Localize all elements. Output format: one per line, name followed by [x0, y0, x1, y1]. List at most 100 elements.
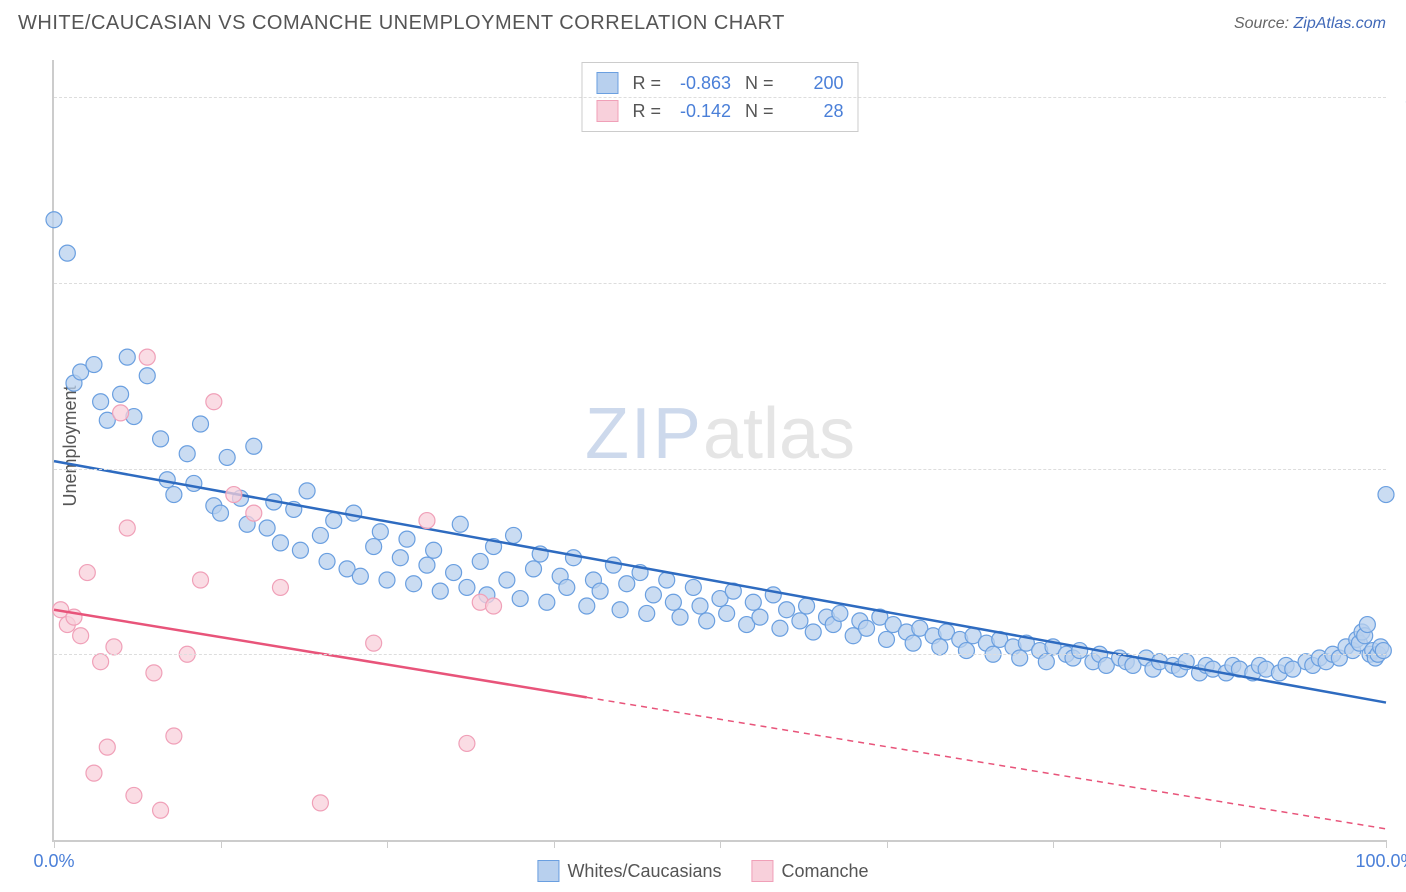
- xtick: [387, 840, 388, 848]
- data-point: [526, 561, 542, 577]
- data-point: [905, 635, 921, 651]
- data-point: [93, 394, 109, 410]
- bottom-legend: Whites/Caucasians Comanche: [537, 860, 868, 882]
- legend-swatch-series1: [537, 860, 559, 882]
- data-point: [79, 565, 95, 581]
- data-point: [139, 368, 155, 384]
- data-point: [352, 568, 368, 584]
- swatch-series2: [596, 100, 618, 122]
- ytick-label: 20.0%: [1396, 87, 1406, 108]
- data-point: [779, 602, 795, 618]
- legend-swatch-series2: [752, 860, 774, 882]
- data-point: [166, 487, 182, 503]
- data-point: [299, 483, 315, 499]
- data-point: [153, 802, 169, 818]
- data-point: [565, 550, 581, 566]
- data-point: [579, 598, 595, 614]
- stats-row-series1: R = -0.863 N = 200: [596, 69, 843, 97]
- gridline: [54, 654, 1386, 655]
- data-point: [958, 643, 974, 659]
- data-point: [605, 557, 621, 573]
- stat-r-label: R =: [632, 69, 661, 97]
- data-point: [113, 405, 129, 421]
- data-point: [1038, 654, 1054, 670]
- scatter-plot-svg: [54, 60, 1386, 840]
- data-point: [106, 639, 122, 655]
- chart-plot-area: ZIPatlas R = -0.863 N = 200 R = -0.142 N…: [52, 60, 1386, 842]
- data-point: [772, 620, 788, 636]
- data-point: [459, 579, 475, 595]
- data-point: [206, 394, 222, 410]
- data-point: [272, 535, 288, 551]
- data-point: [166, 728, 182, 744]
- data-point: [446, 565, 462, 581]
- gridline: [54, 283, 1386, 284]
- data-point: [539, 594, 555, 610]
- stats-row-series2: R = -0.142 N = 28: [596, 97, 843, 125]
- stat-n-value-2: 28: [784, 97, 844, 125]
- data-point: [799, 598, 815, 614]
- data-point: [619, 576, 635, 592]
- data-point: [272, 579, 288, 595]
- data-point: [506, 527, 522, 543]
- data-point: [486, 598, 502, 614]
- data-point: [73, 628, 89, 644]
- data-point: [645, 587, 661, 603]
- data-point: [459, 735, 475, 751]
- legend-label-series2: Comanche: [782, 861, 869, 882]
- stat-n-label: N =: [745, 97, 774, 125]
- legend-label-series1: Whites/Caucasians: [567, 861, 721, 882]
- data-point: [559, 579, 575, 595]
- data-point: [219, 449, 235, 465]
- data-point: [406, 576, 422, 592]
- xtick-label-left: 0.0%: [33, 851, 74, 872]
- data-point: [792, 613, 808, 629]
- data-point: [213, 505, 229, 521]
- data-point: [432, 583, 448, 599]
- stat-n-label: N =: [745, 69, 774, 97]
- data-point: [426, 542, 442, 558]
- data-point: [46, 212, 62, 228]
- data-point: [719, 605, 735, 621]
- data-point: [699, 613, 715, 629]
- data-point: [93, 654, 109, 670]
- data-point: [859, 620, 875, 636]
- data-point: [292, 542, 308, 558]
- data-point: [399, 531, 415, 547]
- xtick-label-right: 100.0%: [1355, 851, 1406, 872]
- xtick: [887, 840, 888, 848]
- data-point: [419, 513, 435, 529]
- data-point: [179, 446, 195, 462]
- xtick: [1053, 840, 1054, 848]
- stat-n-value-1: 200: [784, 69, 844, 97]
- data-point: [612, 602, 628, 618]
- data-point: [366, 635, 382, 651]
- data-point: [752, 609, 768, 625]
- data-point: [419, 557, 435, 573]
- data-point: [1359, 617, 1375, 633]
- data-point: [86, 357, 102, 373]
- xtick: [1220, 840, 1221, 848]
- data-point: [685, 579, 701, 595]
- data-point: [259, 520, 275, 536]
- data-point: [193, 416, 209, 432]
- data-point: [193, 572, 209, 588]
- xtick: [1386, 840, 1387, 848]
- data-point: [1012, 650, 1028, 666]
- chart-title: WHITE/CAUCASIAN VS COMANCHE UNEMPLOYMENT…: [18, 12, 785, 35]
- ytick-label: 5.0%: [1396, 644, 1406, 665]
- trend-line: [54, 461, 1386, 702]
- data-point: [119, 349, 135, 365]
- legend-item-series2: Comanche: [752, 860, 869, 882]
- data-point: [499, 572, 515, 588]
- data-point: [126, 787, 142, 803]
- source-link[interactable]: ZipAtlas.com: [1294, 15, 1386, 32]
- data-point: [312, 795, 328, 811]
- data-point: [246, 505, 262, 521]
- ytick-label: 15.0%: [1396, 272, 1406, 293]
- data-point: [592, 583, 608, 599]
- data-point: [1375, 643, 1391, 659]
- data-point: [59, 245, 75, 261]
- data-point: [745, 594, 761, 610]
- data-point: [512, 591, 528, 607]
